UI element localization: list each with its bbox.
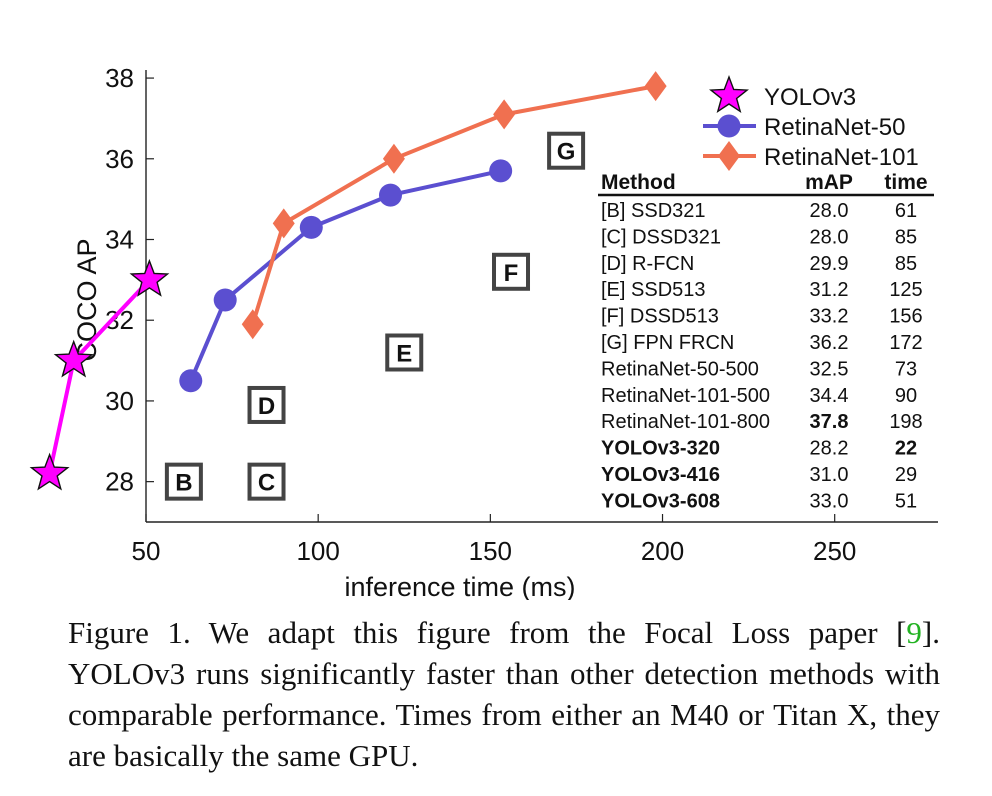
table-cell-time: 198 [889, 411, 922, 433]
y-tick-label: 38 [105, 63, 134, 93]
method-box [547, 131, 586, 170]
table-cell-map: 31.2 [810, 279, 849, 301]
figure-caption: Figure 1. We adapt this figure from the … [68, 612, 940, 776]
table-cell-map: 34.4 [810, 385, 849, 407]
table-cell-time: 125 [889, 279, 922, 301]
table-cell-map: 37.8 [810, 411, 849, 433]
y-axis-label: COCO AP [72, 238, 102, 361]
caption-ref-link[interactable]: 9 [906, 615, 922, 650]
table-cell-map: 36.2 [810, 332, 849, 354]
method-box-label: E [396, 341, 412, 368]
legend-label-retinanet-101: RetinaNet-101 [764, 144, 919, 171]
retinanet-101-line [250, 84, 656, 325]
retinanet-101-point [493, 99, 516, 130]
table-cell-method: [F] DSSD513 [601, 306, 719, 328]
retinanet-101-point [382, 143, 405, 174]
table-cell-method: RetinaNet-50-500 [601, 358, 759, 380]
table-cell-map: 28.0 [810, 200, 849, 222]
method-box-label: F [504, 260, 519, 287]
method-box [247, 385, 286, 424]
table-cell-time: 90 [895, 385, 917, 407]
table-cell-time: 172 [889, 332, 922, 354]
table-cell-method: [E] SSD513 [601, 279, 706, 301]
table-cell-map: 29.9 [810, 253, 849, 275]
chart: 50 100 150 200 250 28 30 32 34 36 38 inference time… [29, 63, 938, 602]
table-cell-method: YOLOv3-416 [601, 464, 720, 486]
retinanet-101-point [272, 208, 295, 239]
table-cell-method: YOLOv3-320 [601, 438, 720, 460]
method-box [492, 252, 531, 291]
x-tick-label: 200 [641, 536, 684, 566]
table-cell-time: 156 [889, 306, 922, 328]
method-box-label: C [258, 470, 275, 497]
method-box-label: B [175, 470, 192, 497]
table-cell-time: 85 [895, 226, 917, 248]
retinanet-50-point [378, 183, 402, 207]
table-cell-map: 33.2 [810, 306, 849, 328]
legend-label-yolov3: YOLOv3 [764, 84, 856, 111]
table-header-time: time [884, 171, 927, 194]
retinanet-50-point [179, 369, 203, 393]
retinanet-50-point [489, 159, 513, 183]
caption-tail: ]. YOLOv3 runs significantly faster than… [68, 615, 940, 773]
table-cell-method: [D] R-FCN [601, 253, 694, 275]
method-box [247, 462, 286, 501]
x-tick-label: 150 [469, 536, 512, 566]
x-tick-label: 250 [813, 536, 856, 566]
x-tick-label: 50 [132, 536, 161, 566]
retinanet-50-line [188, 168, 502, 382]
table-cell-map: 28.2 [810, 438, 849, 460]
retinanet-50-point [213, 288, 237, 312]
table-cell-time: 29 [895, 464, 917, 486]
y-tick-label: 34 [105, 225, 134, 255]
method-box-label: G [557, 139, 576, 166]
legend-marker-retinanet-101 [718, 141, 740, 171]
y-tick-label: 36 [105, 144, 134, 174]
table-cell-method: [G] FPN FRCN [601, 332, 734, 354]
yolov3-point [53, 339, 94, 378]
x-tick-label: 100 [296, 536, 339, 566]
table-cell-time: 61 [895, 200, 917, 222]
table-cell-method: [B] SSD321 [601, 200, 706, 222]
legend-marker-yolov3 [709, 75, 749, 114]
table-cell-map: 32.5 [810, 358, 849, 380]
y-tick-label: 28 [105, 467, 134, 497]
table-header-map: mAP [805, 171, 853, 194]
caption-lead: Figure 1. We adapt this figure from the … [68, 615, 907, 650]
method-box-label: D [258, 393, 275, 420]
legend-label-retinanet-50: RetinaNet-50 [764, 114, 905, 141]
table-cell-method: [C] DSSD321 [601, 226, 721, 248]
table-header-method: Method [601, 171, 676, 194]
retinanet-101-point [241, 309, 264, 340]
retinanet-101-point [644, 71, 667, 102]
table-cell-method: RetinaNet-101-500 [601, 385, 770, 407]
method-box [385, 333, 424, 372]
table-cell-method: RetinaNet-101-800 [601, 411, 770, 433]
table-cell-map: 28.0 [810, 226, 849, 248]
y-tick-label: 30 [105, 386, 134, 416]
table-cell-map: 33.0 [810, 490, 849, 512]
table-cell-method: YOLOv3-608 [601, 490, 720, 512]
yolov3-point [129, 258, 170, 297]
table-cell-time: 51 [895, 490, 917, 512]
table-cell-map: 31.0 [810, 464, 849, 486]
x-axis-label: inference time (ms) [344, 572, 575, 600]
table-cell-time: 22 [895, 438, 917, 460]
legend-marker-retinanet-50 [717, 114, 741, 138]
table-cell-time: 85 [895, 253, 917, 275]
method-box [164, 462, 203, 501]
retinanet-50-point [299, 215, 323, 239]
table-cell-time: 73 [895, 358, 917, 380]
yolov3-point [29, 452, 70, 491]
